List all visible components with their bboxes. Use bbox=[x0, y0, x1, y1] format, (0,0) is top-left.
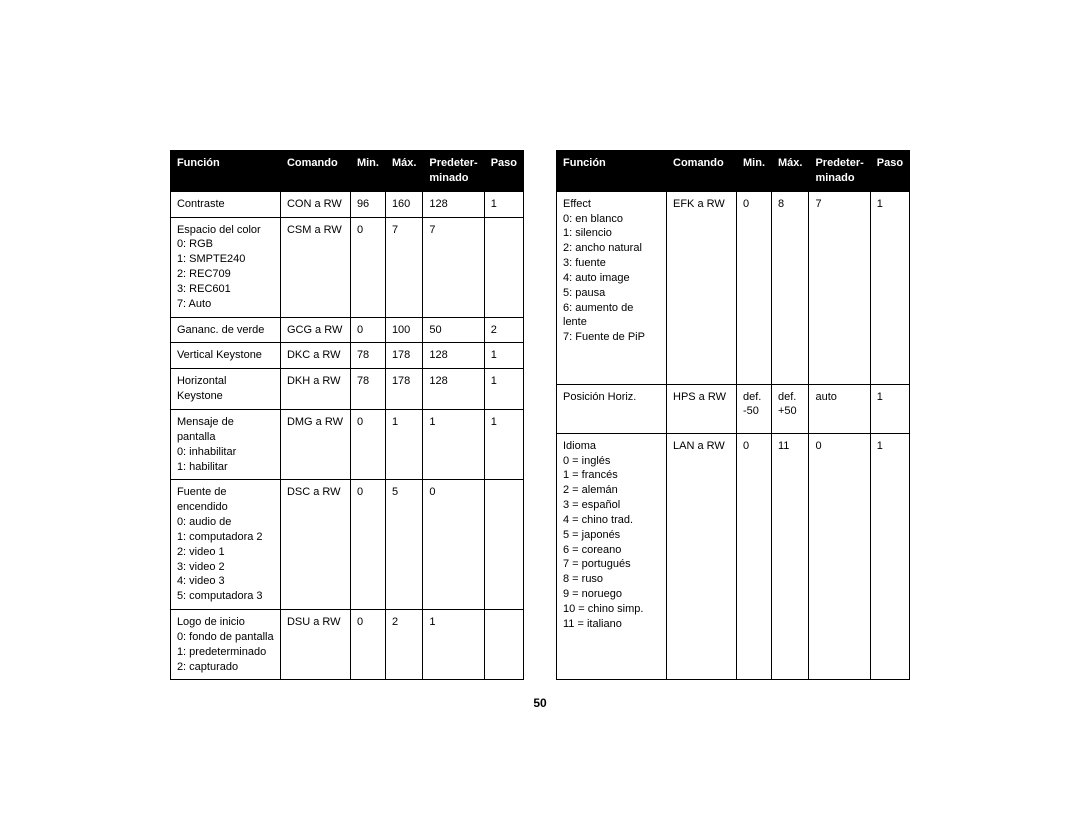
cell-min: 78 bbox=[350, 369, 385, 410]
th-step: Paso bbox=[870, 151, 909, 192]
table-row: Gananc. de verdeGCG a RW0100502 bbox=[170, 317, 523, 343]
cell-min: 0 bbox=[350, 317, 385, 343]
cell-func: Vertical Keystone bbox=[170, 343, 280, 369]
cell-def: 50 bbox=[423, 317, 484, 343]
cell-cmd: EFK a RW bbox=[667, 191, 737, 384]
table-row: Fuente de encendido 0: audio de 1: compu… bbox=[170, 480, 523, 610]
cell-cmd: DKC a RW bbox=[280, 343, 350, 369]
cell-def: auto bbox=[809, 384, 870, 433]
cell-cmd: DKH a RW bbox=[280, 369, 350, 410]
cell-func: Gananc. de verde bbox=[170, 317, 280, 343]
cell-cmd: CSM a RW bbox=[280, 217, 350, 317]
th-cmd: Comando bbox=[280, 151, 350, 192]
cell-func: Posición Horiz. bbox=[557, 384, 667, 433]
table-row: Logo de inicio 0: fondo de pantalla 1: p… bbox=[170, 610, 523, 680]
th-cmd: Comando bbox=[667, 151, 737, 192]
th-max: Máx. bbox=[385, 151, 422, 192]
cell-cmd: DSU a RW bbox=[280, 610, 350, 680]
table-row: Idioma 0 = inglés 1 = francés 2 = alemán… bbox=[557, 433, 910, 680]
cell-def: 7 bbox=[423, 217, 484, 317]
th-min: Min. bbox=[350, 151, 385, 192]
cell-cmd: DSC a RW bbox=[280, 480, 350, 610]
cell-max: 160 bbox=[385, 191, 422, 217]
th-def: Predeter- minado bbox=[423, 151, 484, 192]
cell-min: 0 bbox=[350, 610, 385, 680]
table-row: Posición Horiz.HPS a RWdef. -50def. +50a… bbox=[557, 384, 910, 433]
cell-def: 128 bbox=[423, 369, 484, 410]
tables-container: Función Comando Min. Máx. Predeter- mina… bbox=[0, 150, 1080, 680]
cell-max: 5 bbox=[385, 480, 422, 610]
left-table-head: Función Comando Min. Máx. Predeter- mina… bbox=[170, 151, 523, 192]
cell-min: 0 bbox=[350, 480, 385, 610]
cell-func: Horizontal Keystone bbox=[170, 369, 280, 410]
cell-func: Espacio del color 0: RGB 1: SMPTE240 2: … bbox=[170, 217, 280, 317]
cell-max: 7 bbox=[385, 217, 422, 317]
cell-max: 100 bbox=[385, 317, 422, 343]
cell-cmd: GCG a RW bbox=[280, 317, 350, 343]
cell-min: def. -50 bbox=[737, 384, 772, 433]
cell-step: 1 bbox=[870, 433, 909, 680]
cell-def: 1 bbox=[423, 409, 484, 479]
cell-step bbox=[484, 480, 523, 610]
th-step: Paso bbox=[484, 151, 523, 192]
cell-step: 1 bbox=[870, 191, 909, 384]
page-number: 50 bbox=[0, 696, 1080, 710]
cell-cmd: LAN a RW bbox=[667, 433, 737, 680]
cell-def: 128 bbox=[423, 343, 484, 369]
cell-def: 7 bbox=[809, 191, 870, 384]
right-table-body: Effect 0: en blanco 1: silencio 2: ancho… bbox=[557, 191, 910, 680]
left-table-body: ContrasteCON a RW961601281Espacio del co… bbox=[170, 191, 523, 680]
table-row: Horizontal KeystoneDKH a RW781781281 bbox=[170, 369, 523, 410]
cell-max: def. +50 bbox=[772, 384, 809, 433]
page: Función Comando Min. Máx. Predeter- mina… bbox=[0, 0, 1080, 834]
cell-max: 2 bbox=[385, 610, 422, 680]
cell-max: 8 bbox=[772, 191, 809, 384]
cell-step bbox=[484, 217, 523, 317]
cell-min: 0 bbox=[350, 409, 385, 479]
cell-max: 178 bbox=[385, 369, 422, 410]
cell-step: 1 bbox=[484, 191, 523, 217]
cell-min: 0 bbox=[737, 433, 772, 680]
cell-max: 11 bbox=[772, 433, 809, 680]
cell-func: Fuente de encendido 0: audio de 1: compu… bbox=[170, 480, 280, 610]
th-func: Función bbox=[170, 151, 280, 192]
cell-step: 1 bbox=[484, 409, 523, 479]
cell-func: Idioma 0 = inglés 1 = francés 2 = alemán… bbox=[557, 433, 667, 680]
cell-max: 178 bbox=[385, 343, 422, 369]
cell-def: 0 bbox=[423, 480, 484, 610]
table-row: Effect 0: en blanco 1: silencio 2: ancho… bbox=[557, 191, 910, 384]
th-func: Función bbox=[557, 151, 667, 192]
table-row: ContrasteCON a RW961601281 bbox=[170, 191, 523, 217]
cell-cmd: CON a RW bbox=[280, 191, 350, 217]
cell-func: Logo de inicio 0: fondo de pantalla 1: p… bbox=[170, 610, 280, 680]
cell-min: 96 bbox=[350, 191, 385, 217]
cell-step bbox=[484, 610, 523, 680]
table-row: Vertical KeystoneDKC a RW781781281 bbox=[170, 343, 523, 369]
cell-max: 1 bbox=[385, 409, 422, 479]
cell-def: 1 bbox=[423, 610, 484, 680]
right-table: Función Comando Min. Máx. Predeter- mina… bbox=[556, 150, 910, 680]
th-def: Predeter- minado bbox=[809, 151, 870, 192]
cell-cmd: HPS a RW bbox=[667, 384, 737, 433]
cell-func: Effect 0: en blanco 1: silencio 2: ancho… bbox=[557, 191, 667, 384]
left-table: Función Comando Min. Máx. Predeter- mina… bbox=[170, 150, 524, 680]
cell-cmd: DMG a RW bbox=[280, 409, 350, 479]
table-row: Mensaje de pantalla 0: inhabilitar 1: ha… bbox=[170, 409, 523, 479]
cell-step: 1 bbox=[484, 369, 523, 410]
th-min: Min. bbox=[737, 151, 772, 192]
cell-func: Mensaje de pantalla 0: inhabilitar 1: ha… bbox=[170, 409, 280, 479]
cell-step: 1 bbox=[484, 343, 523, 369]
cell-min: 0 bbox=[350, 217, 385, 317]
th-max: Máx. bbox=[772, 151, 809, 192]
cell-def: 0 bbox=[809, 433, 870, 680]
table-row: Espacio del color 0: RGB 1: SMPTE240 2: … bbox=[170, 217, 523, 317]
cell-func: Contraste bbox=[170, 191, 280, 217]
cell-min: 78 bbox=[350, 343, 385, 369]
cell-step: 1 bbox=[870, 384, 909, 433]
right-table-head: Función Comando Min. Máx. Predeter- mina… bbox=[557, 151, 910, 192]
cell-min: 0 bbox=[737, 191, 772, 384]
cell-def: 128 bbox=[423, 191, 484, 217]
cell-step: 2 bbox=[484, 317, 523, 343]
